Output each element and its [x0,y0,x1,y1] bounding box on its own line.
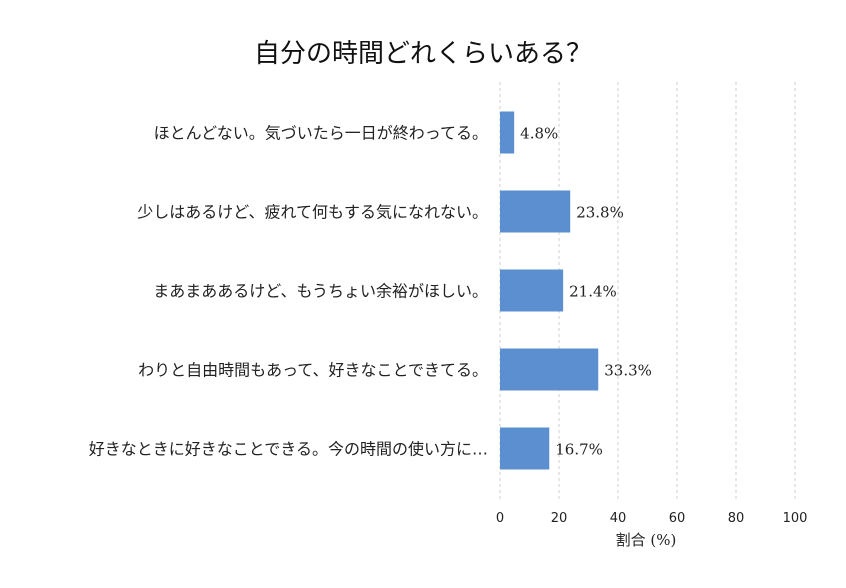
bar [500,190,571,233]
x-tick-labels: 0 20 40 60 80 100 [496,511,808,526]
value-label: 23.8% [576,204,624,222]
bar [500,269,564,312]
value-label: 16.7% [555,441,603,459]
x-tick-label: 80 [728,511,745,526]
x-tick-label: 20 [551,511,568,526]
category-label: わりと自由時間もあって、好きなことできてる。 [138,361,488,380]
bar [500,111,515,154]
chart-title: 自分の時間どれくらいある？ [254,39,592,69]
value-labels: 4.8% 23.8% 21.4% 33.3% 16.7% [520,125,652,459]
category-label: ほとんどない。気づいたら一日が終わってる。 [154,124,488,143]
category-labels: ほとんどない。気づいたら一日が終わってる。少しはあるけど、疲れて何もする気になれ… [89,124,488,459]
x-tick-label: 0 [496,511,504,526]
x-tick-label: 40 [610,511,627,526]
category-label: まあまああるけど、もうちょい余裕がほしい。 [153,282,488,301]
value-label: 4.8% [520,125,558,143]
x-tick-label: 60 [669,511,686,526]
value-label: 21.4% [569,283,617,301]
bar [500,348,599,391]
bars [500,111,599,470]
category-label: 好きなときに好きなことできる。今の時間の使い方に… [89,440,488,459]
value-label: 33.3% [604,362,652,380]
category-label: 少しはあるけど、疲れて何もする気になれない。 [137,203,488,222]
bar [500,427,550,470]
x-axis-label: 割合 (%) [616,531,677,549]
x-tick-label: 100 [783,511,808,526]
